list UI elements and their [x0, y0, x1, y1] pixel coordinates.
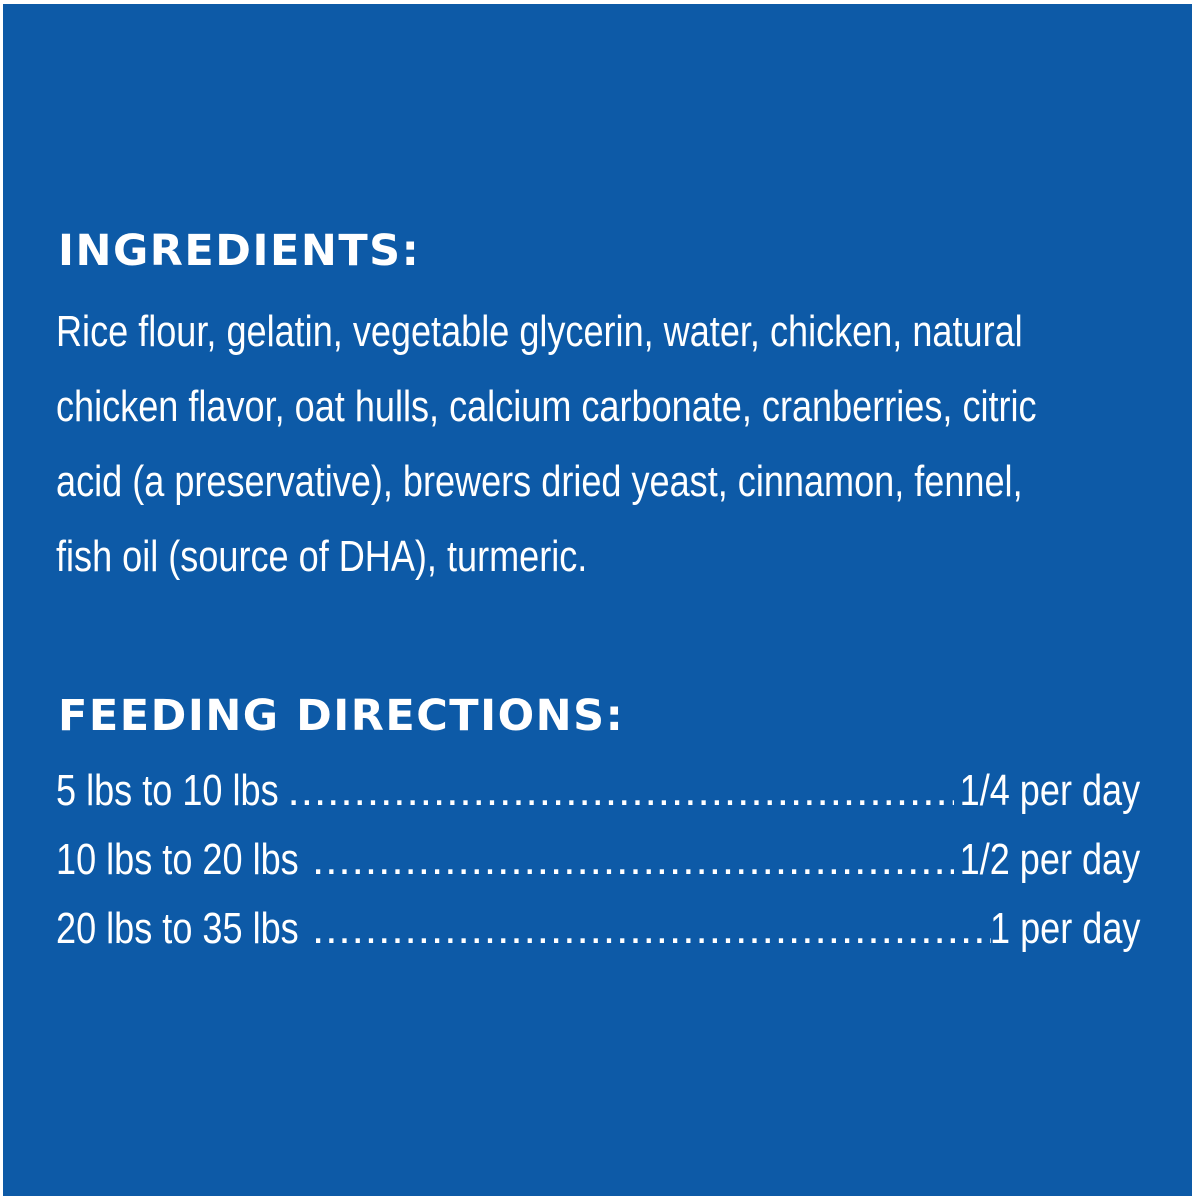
- ingredients-list: Rice flour, gelatin, vegetable glycerin,…: [56, 294, 1156, 594]
- feeding-weight-range: 20 lbs to 35 lbs: [56, 904, 299, 953]
- ingredients-line: Rice flour, gelatin, vegetable glycerin,…: [56, 307, 1023, 356]
- feeding-amount: 1 per day: [989, 904, 1140, 953]
- feeding-amount: 1/2 per day: [959, 835, 1140, 884]
- feeding-row: 5 lbs to 10 lbs 1/4 per day: [56, 756, 1140, 825]
- ingredients-line: acid (a preservative), brewers dried yea…: [56, 457, 1023, 506]
- ingredients-line: fish oil (source of DHA), turmeric.: [56, 532, 588, 581]
- feeding-directions-heading: FEEDING DIRECTIONS:: [58, 691, 625, 741]
- dot-leader: [312, 825, 954, 894]
- feeding-row: 10 lbs to 20 lbs 1/2 per day: [56, 825, 1140, 894]
- feeding-weight-range: 10 lbs to 20 lbs: [56, 835, 299, 884]
- feeding-directions-table: 5 lbs to 10 lbs 1/4 per day 10 lbs to 20…: [56, 756, 1140, 963]
- label-panel: INGREDIENTS: Rice flour, gelatin, vegeta…: [3, 4, 1192, 1196]
- feeding-amount: 1/4 per day: [959, 766, 1140, 815]
- dot-leader: [312, 894, 991, 963]
- dot-leader: [288, 756, 954, 825]
- ingredients-line: chicken flavor, oat hulls, calcium carbo…: [56, 382, 1037, 431]
- feeding-row: 20 lbs to 35 lbs 1 per day: [56, 894, 1140, 963]
- ingredients-heading: INGREDIENTS:: [58, 226, 421, 276]
- feeding-weight-range: 5 lbs to 10 lbs: [56, 766, 279, 815]
